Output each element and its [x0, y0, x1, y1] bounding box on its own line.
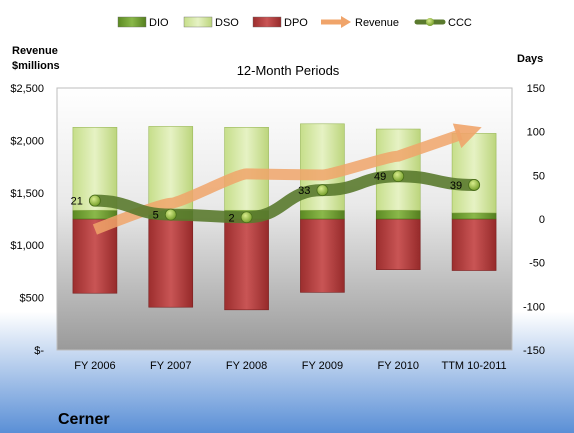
dio-bar — [451, 212, 497, 220]
dpo-bar — [224, 218, 269, 311]
category-label: FY 2006 — [74, 360, 115, 372]
right-tick-label: -100 — [523, 301, 545, 313]
ccc-point — [316, 184, 329, 197]
company-name: Cerner — [58, 411, 110, 428]
ccc-point — [392, 170, 405, 183]
legend-label: DIO — [149, 17, 169, 29]
category-label: FY 2007 — [150, 360, 191, 372]
right-axis-label: Days — [517, 53, 543, 65]
right-tick-label: -50 — [529, 258, 545, 270]
ccc-data-label: 2 — [228, 212, 234, 224]
category-label: TTM 10-2011 — [441, 360, 506, 372]
legend-label: Revenue — [355, 17, 399, 29]
dpo-bar — [375, 218, 421, 270]
right-tick-label: 50 — [533, 170, 545, 182]
dpo-bar — [451, 218, 497, 271]
ccc-point — [89, 194, 101, 207]
legend-swatch — [183, 16, 213, 28]
left-axis-label-line2: $millions — [12, 60, 60, 72]
left-tick-label: $500 — [20, 293, 44, 305]
ccc-data-label: 39 — [450, 180, 462, 192]
legend-swatch — [252, 16, 282, 28]
dio-bar — [300, 209, 345, 220]
chart-title: 12-Month Periods — [237, 63, 340, 78]
right-tick-label: -150 — [523, 345, 545, 357]
legend-swatch-arrow — [341, 16, 351, 28]
ccc-data-label: 49 — [374, 171, 386, 183]
dio-bar — [375, 209, 421, 220]
ccc-data-label: 5 — [153, 210, 159, 222]
legend-label: DSO — [215, 17, 239, 29]
legend-swatch-dot — [426, 18, 434, 26]
right-tick-label: 100 — [527, 127, 545, 139]
left-tick-label: $1,000 — [10, 240, 44, 252]
dso-bar — [451, 133, 497, 214]
ccc-data-label: 21 — [71, 196, 83, 208]
ccc-line — [88, 170, 481, 224]
legend-label: CCC — [448, 17, 472, 29]
category-label: FY 2008 — [226, 360, 267, 372]
left-tick-label: $- — [34, 345, 44, 357]
right-tick-label: 150 — [527, 83, 545, 95]
left-tick-label: $2,000 — [10, 135, 44, 147]
right-axis-ticks: -150 -100 -50 0 50 100 150 — [523, 83, 545, 357]
bars — [72, 123, 497, 311]
ccc-point — [240, 211, 253, 224]
dpo-bar — [300, 218, 345, 293]
category-labels: FY 2006 FY 2007 FY 2008 FY 2009 FY 2010 TTM 1… — [74, 360, 506, 372]
ccc-point — [468, 179, 480, 191]
left-axis-label-line1: Revenue — [12, 45, 58, 57]
category-label: FY 2010 — [378, 360, 419, 372]
left-tick-label: $2,500 — [10, 83, 44, 95]
category-label: FY 2009 — [302, 360, 343, 372]
revenue-arrowhead — [452, 123, 482, 149]
right-tick-label: 0 — [539, 214, 545, 226]
legend-swatch — [117, 16, 147, 28]
legend: DIO DSO DPO Revenue CCC — [117, 16, 472, 29]
ccc-series: 21 5 2 33 49 39 — [71, 170, 481, 224]
left-axis-ticks: $- $500 $1,000 $1,500 $2,000 $2,500 — [10, 83, 44, 357]
dpo-bar — [148, 218, 194, 308]
legend-label: DPO — [284, 17, 308, 29]
ccc-data-label: 33 — [298, 185, 310, 197]
ccc-point — [164, 208, 177, 221]
dso-bar — [375, 128, 421, 211]
left-tick-label: $1,500 — [10, 188, 44, 200]
dpo-bar — [72, 218, 118, 294]
